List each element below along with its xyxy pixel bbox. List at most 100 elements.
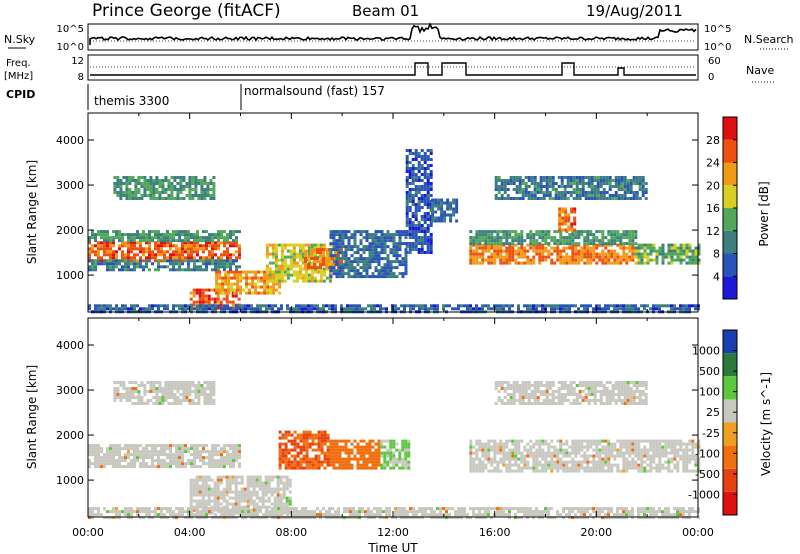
power-cell <box>389 251 393 255</box>
power-cell <box>283 255 287 259</box>
velocity-cell <box>235 459 238 463</box>
power-cell <box>565 239 569 243</box>
power-cell <box>133 259 136 263</box>
power-cell <box>608 176 612 179</box>
velocity-cell <box>119 393 123 396</box>
velocity-cell <box>172 444 175 448</box>
power-cell <box>583 242 587 246</box>
power-cell <box>530 179 534 182</box>
power-cell <box>175 262 178 266</box>
power-cell <box>283 267 287 271</box>
velocity-cell <box>130 465 133 469</box>
power-cell <box>365 239 369 243</box>
power-cell <box>581 179 585 182</box>
power-cell <box>220 236 223 240</box>
power-cell <box>529 258 533 262</box>
velocity-cell <box>142 465 145 469</box>
power-cell <box>116 176 120 179</box>
power-cell <box>189 297 193 301</box>
velocity-cell <box>326 451 330 455</box>
velocity-cell <box>220 447 223 451</box>
power-cell <box>304 257 307 261</box>
power-cell <box>389 269 393 273</box>
power-cell <box>532 236 536 240</box>
power-cell <box>400 304 403 308</box>
power-cell <box>595 252 599 256</box>
velocity-cell <box>371 451 375 455</box>
velocity-cell <box>526 466 530 470</box>
power-cell <box>322 307 325 311</box>
power-cell <box>383 263 387 267</box>
power-cell <box>389 236 393 240</box>
power-cell <box>307 266 310 270</box>
power-cell <box>349 304 352 308</box>
velocity-cell <box>217 465 220 469</box>
velocity-cell <box>389 439 393 443</box>
velocity-cell <box>237 490 241 494</box>
power-cell <box>151 236 154 240</box>
power-cell <box>332 272 336 276</box>
velocity-cell <box>185 390 189 393</box>
power-cell <box>583 304 586 308</box>
velocity-cell <box>226 456 229 460</box>
velocity-cell <box>284 433 288 437</box>
velocity-cell <box>232 444 235 448</box>
power-cell <box>616 233 620 237</box>
power-cell <box>401 275 405 279</box>
velocity-cell <box>192 478 196 482</box>
power-cell <box>569 176 573 179</box>
power-cell <box>247 304 250 308</box>
power-cell <box>569 185 573 188</box>
power-cell <box>164 191 168 194</box>
power-cell <box>628 249 632 253</box>
power-cell <box>125 182 129 185</box>
velocity-cell <box>475 451 479 455</box>
power-cell <box>374 233 378 237</box>
velocity-cell <box>481 460 485 464</box>
velocity-cell <box>197 390 201 393</box>
power-cell <box>595 261 599 265</box>
power-cell <box>550 304 553 308</box>
power-cell <box>544 242 548 246</box>
power-cell <box>685 249 689 253</box>
velocity-cell <box>219 481 223 485</box>
velocity-cell <box>243 505 247 509</box>
velocity-cell <box>94 456 97 460</box>
power-cell <box>490 233 494 237</box>
power-cell <box>128 197 132 200</box>
power-cell <box>562 258 566 262</box>
velocity-cell <box>326 439 330 443</box>
power-cell <box>607 255 611 259</box>
power-cell <box>194 191 198 194</box>
power-cell <box>353 272 357 276</box>
power-cell <box>271 252 275 256</box>
power-cell <box>649 246 653 250</box>
power-cell <box>641 191 645 194</box>
velocity-cell <box>133 447 136 451</box>
power-cell <box>405 185 409 188</box>
power-cell <box>613 258 617 262</box>
power-cell <box>196 236 199 240</box>
power-cell <box>595 236 599 240</box>
power-cell <box>472 249 476 253</box>
power-cell <box>146 188 150 191</box>
power-cell <box>280 307 283 311</box>
power-cell <box>332 248 336 252</box>
power-cell <box>319 279 323 283</box>
power-cell <box>362 266 366 270</box>
power-cell <box>581 185 585 188</box>
power-cell <box>201 300 205 304</box>
power-cell <box>558 225 562 229</box>
velocity-cell <box>198 490 202 494</box>
velocity-cell <box>97 447 100 451</box>
velocity-cell <box>261 487 265 491</box>
power-cell <box>395 266 399 270</box>
power-cell <box>370 304 373 308</box>
velocity-cell <box>472 451 476 455</box>
power-cell <box>181 250 184 254</box>
power-cell <box>517 236 521 240</box>
power-cell <box>211 233 214 237</box>
power-cell <box>356 248 360 252</box>
power-cell <box>429 194 433 197</box>
power-cell <box>405 191 409 194</box>
